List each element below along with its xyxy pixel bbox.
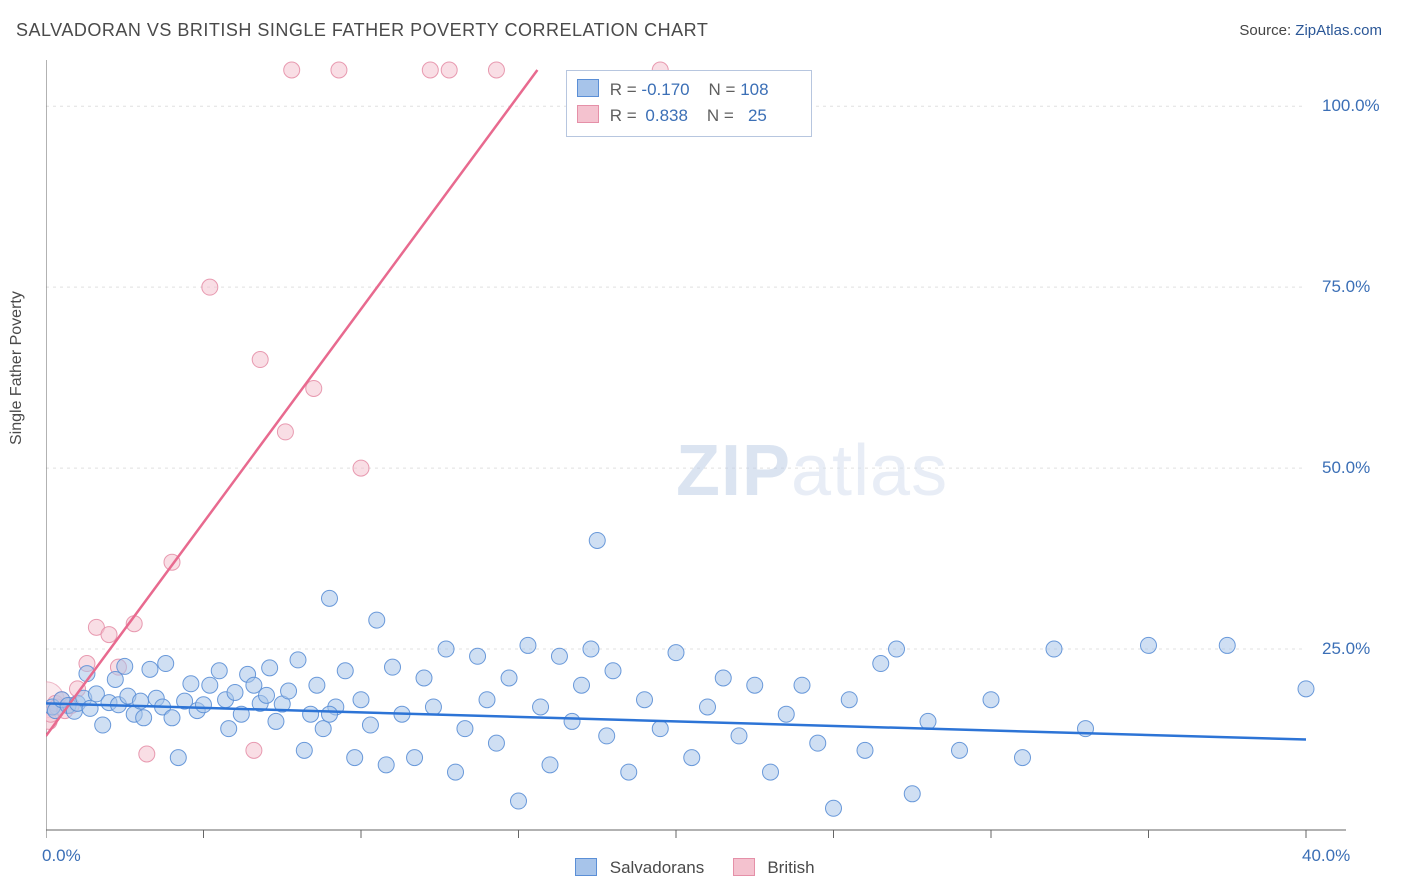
legend-n-label-2: N = <box>707 106 734 125</box>
correlation-legend: R = -0.170 N = 108 R = 0.838 N = 25 <box>566 70 812 137</box>
chart-svg <box>46 60 1382 846</box>
legend-n-label: N = <box>709 80 736 99</box>
legend-r-label-2: R = <box>610 106 637 125</box>
y-tick-label: 100.0% <box>1322 96 1380 116</box>
x-tick-label: 0.0% <box>42 846 81 866</box>
legend-n-value-1: 108 <box>740 80 768 99</box>
bottom-legend: Salvadorans British <box>575 858 815 878</box>
y-axis-label: Single Father Poverty <box>8 291 26 445</box>
y-tick-label: 75.0% <box>1322 277 1370 297</box>
legend-swatch-british <box>577 105 599 123</box>
bottom-label-british: British <box>767 858 814 877</box>
bottom-swatch-salvadorans <box>575 858 597 876</box>
legend-r-label: R = <box>610 80 637 99</box>
y-tick-label: 25.0% <box>1322 639 1370 659</box>
legend-r-value-1: -0.170 <box>641 80 689 99</box>
source-credit: Source: ZipAtlas.com <box>1239 22 1382 39</box>
legend-row-1: R = -0.170 N = 108 <box>577 77 799 103</box>
source-link[interactable]: ZipAtlas.com <box>1295 22 1382 39</box>
legend-r-value-2: 0.838 <box>641 106 688 125</box>
bottom-label-salvadorans: Salvadorans <box>610 858 705 877</box>
source-prefix: Source: <box>1239 22 1295 39</box>
legend-swatch-salvadorans <box>577 79 599 97</box>
bottom-swatch-british <box>733 858 755 876</box>
chart-plot-area: ZIPatlas R = -0.170 N = 108 R = 0.838 N … <box>46 60 1382 846</box>
x-tick-label: 40.0% <box>1302 846 1350 866</box>
chart-title: SALVADORAN VS BRITISH SINGLE FATHER POVE… <box>16 20 708 41</box>
legend-n-value-2: 25 <box>748 106 767 125</box>
y-tick-label: 50.0% <box>1322 458 1370 478</box>
legend-row-2: R = 0.838 N = 25 <box>577 103 799 129</box>
